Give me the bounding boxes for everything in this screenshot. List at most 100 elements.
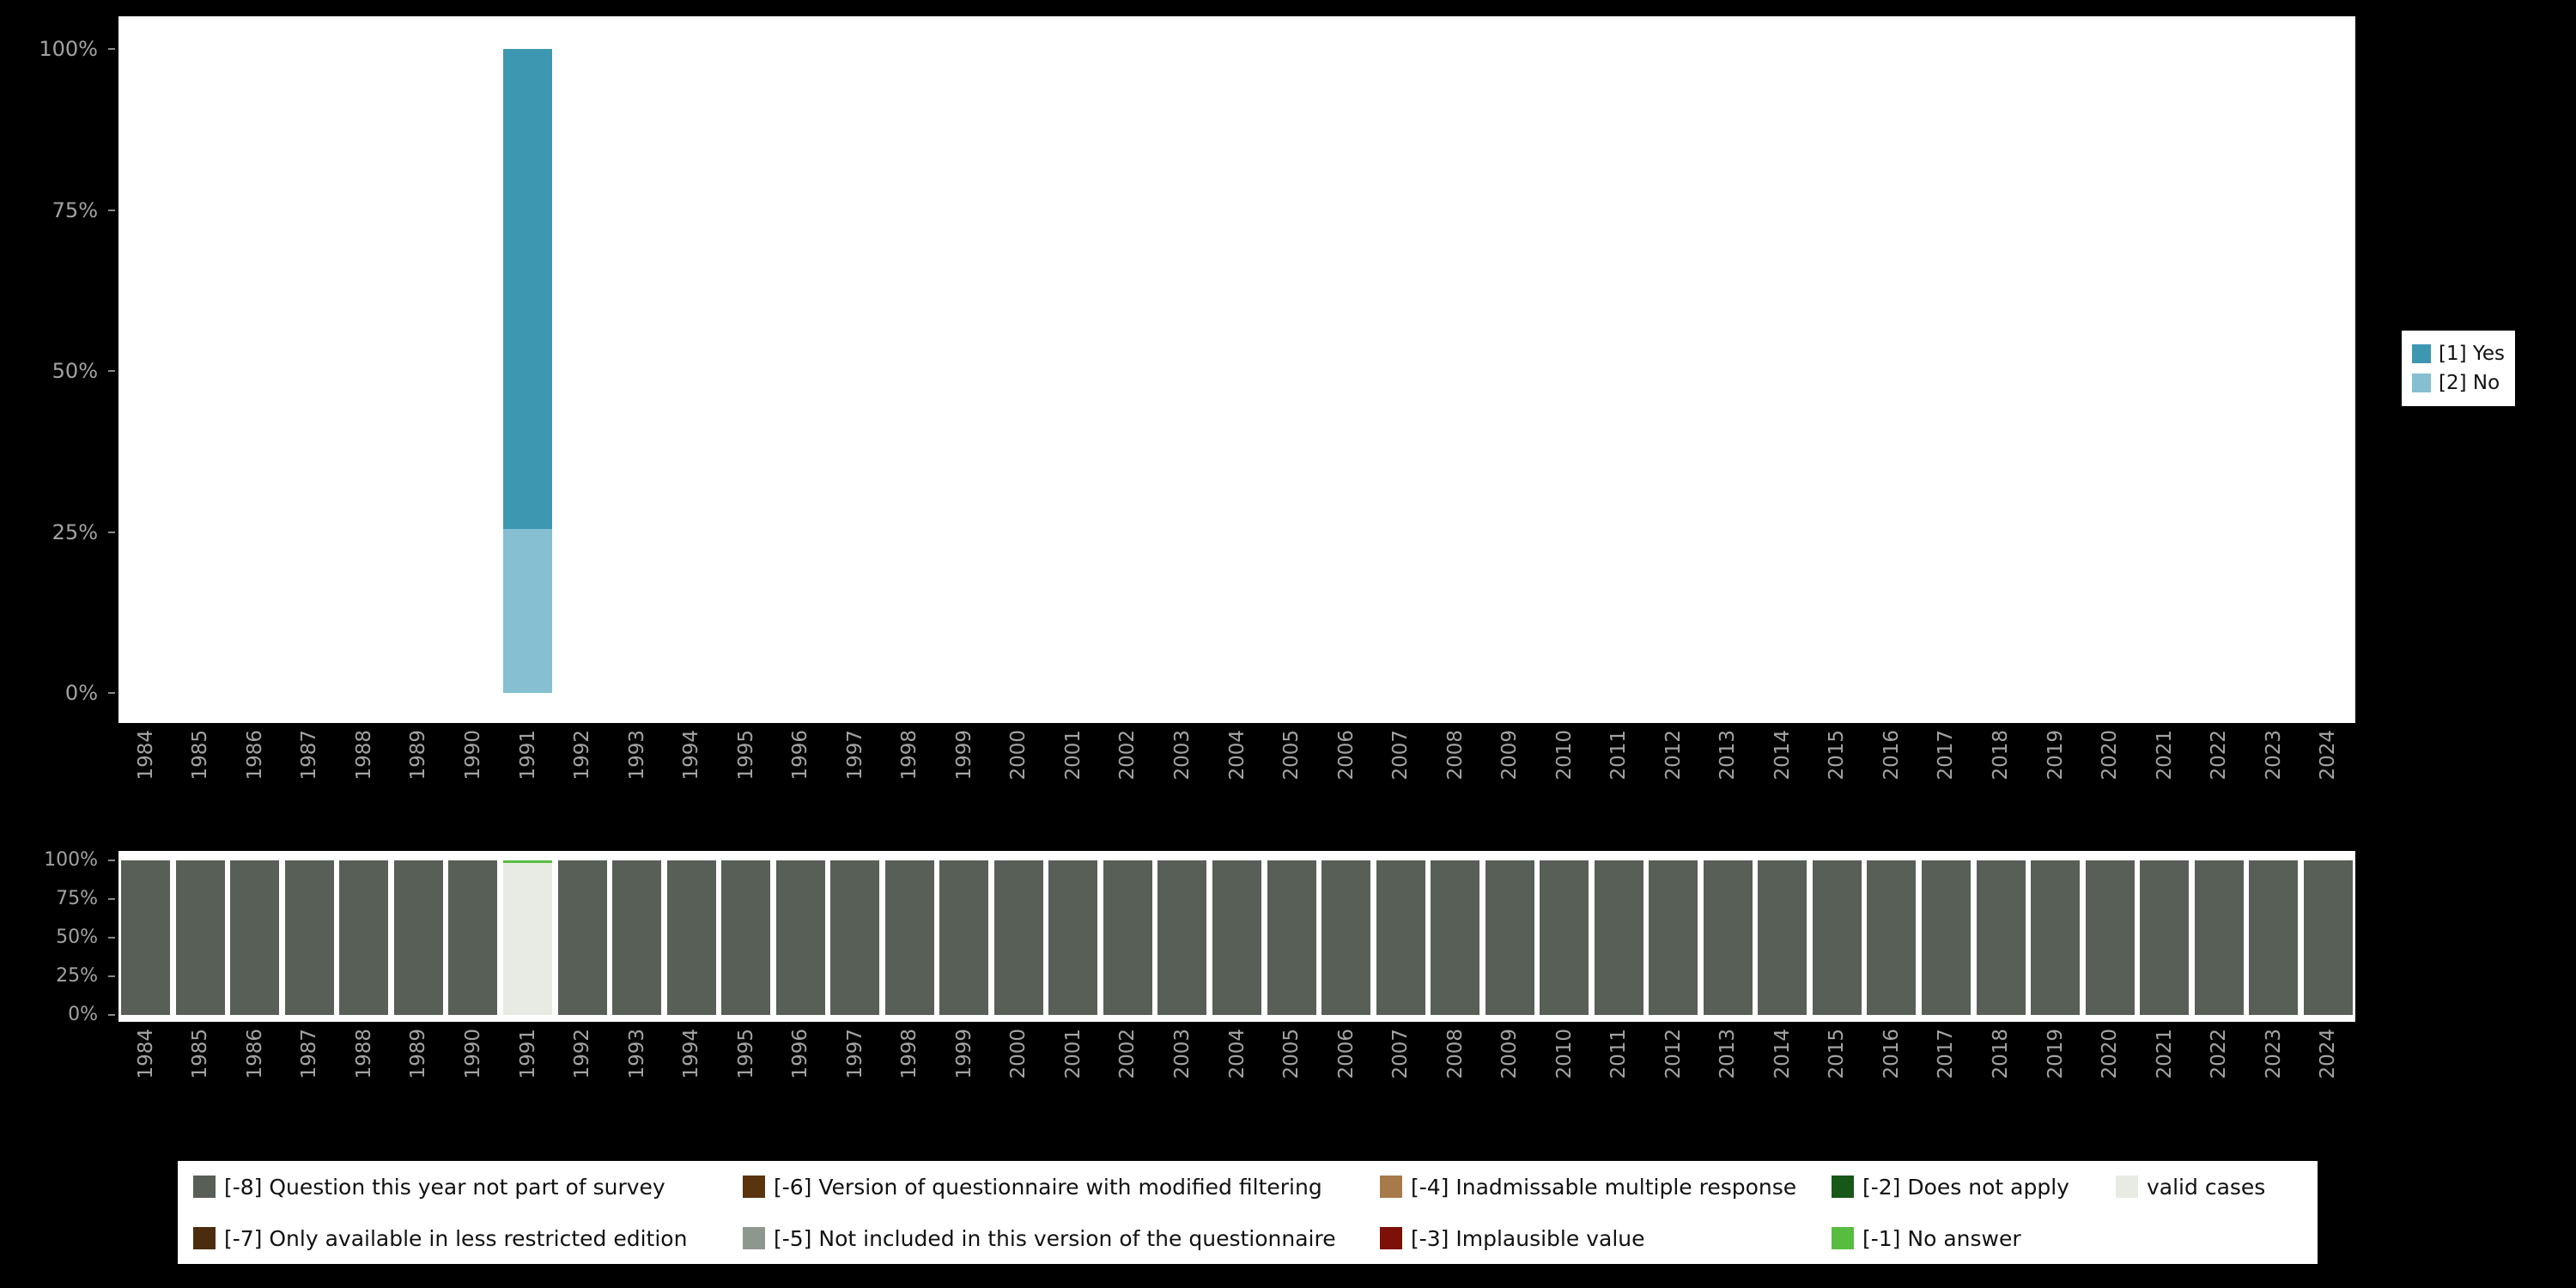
bar-segment	[2303, 860, 2353, 1015]
bar-segment	[2249, 860, 2299, 1015]
plot-area-values	[118, 16, 2355, 723]
y-tick-label: 100%	[44, 849, 98, 871]
x-tick-label: 2022	[2208, 1029, 2231, 1079]
legend-swatch	[2412, 374, 2431, 392]
legend-swatch	[193, 1227, 216, 1249]
x-tick-label: 2021	[2153, 730, 2176, 781]
x-tick-label: 1988	[352, 730, 375, 781]
x-tick-label: 2016	[1880, 1029, 1903, 1079]
y-tick-label: 100%	[39, 37, 98, 61]
bar-segment	[1812, 860, 1862, 1015]
bar-segment	[1212, 860, 1261, 1015]
bar-segment	[339, 860, 389, 1015]
x-tick-label: 2014	[1771, 730, 1794, 781]
values-legend: [1] Yes [2] No	[2402, 331, 2516, 406]
bar-segment	[1703, 860, 1753, 1015]
x-tick-label: 2018	[1990, 1029, 2012, 1079]
x-tick-label: 2011	[1607, 1029, 1631, 1079]
x-tick-label: 2013	[1716, 1029, 1740, 1079]
legend-item-label: [1] Yes	[2439, 343, 2506, 365]
x-tick-label: 2001	[1061, 730, 1084, 781]
x-tick-label: 2002	[1116, 730, 1139, 781]
bar-segment	[230, 860, 280, 1015]
x-tick-label: 2003	[1170, 1029, 1194, 1079]
legend-item-label: [-3] Implausible value	[1411, 1225, 1645, 1251]
legend-item-label: [-8] Question this year not part of surv…	[224, 1174, 665, 1200]
x-tick-label: 1993	[625, 730, 648, 781]
y-tick-mark	[108, 370, 115, 372]
y-tick-label: 25%	[52, 519, 98, 544]
y-tick-label: 50%	[52, 359, 98, 383]
bar-segment	[393, 860, 443, 1015]
bar-segment	[557, 860, 607, 1015]
bar-segment	[666, 860, 716, 1015]
x-tick-label: 2000	[1007, 1029, 1030, 1079]
legend-swatch	[1832, 1176, 1854, 1198]
y-tick-label: 0%	[68, 1004, 98, 1025]
legend-item-label: [-1] No answer	[1862, 1225, 2021, 1251]
x-tick-label: 2007	[1389, 730, 1413, 781]
x-tick-label: 2004	[1225, 1029, 1249, 1079]
y-tick-label: 75%	[56, 888, 98, 909]
legend-item: [-5] Not included in this version of the…	[743, 1226, 1380, 1251]
y-tick-mark	[108, 692, 115, 694]
x-tick-label: 1994	[680, 730, 703, 781]
bar-segment	[1267, 860, 1316, 1015]
x-tick-label: 2009	[1498, 1029, 1522, 1079]
x-tick-label: 2004	[1225, 730, 1249, 781]
x-tick-label: 1999	[952, 1029, 975, 1079]
x-tick-label: 2005	[1280, 730, 1303, 781]
x-tick-label: 2008	[1443, 730, 1467, 781]
x-tick-label: 2007	[1389, 1029, 1413, 1079]
legend-item: valid cases	[2116, 1175, 2318, 1200]
bar-segment	[1867, 860, 1917, 1015]
x-tick-label: 1992	[571, 730, 594, 781]
x-tick-label: 2023	[2262, 730, 2285, 781]
y-tick-mark	[108, 898, 115, 900]
x-tick-label: 2021	[2153, 1029, 2176, 1079]
x-tick-label: 2017	[1935, 1029, 1958, 1079]
y-tick-mark	[108, 209, 115, 211]
y-tick-mark	[108, 975, 115, 977]
legend-item: [2] No	[2412, 372, 2505, 394]
x-tick-label: 1988	[352, 1029, 375, 1079]
bar-segment	[1321, 860, 1371, 1015]
x-tick-label: 2016	[1880, 730, 1903, 781]
x-tick-label: 2011	[1607, 730, 1631, 781]
bar-segment	[1485, 860, 1534, 1015]
x-tick-label: 2005	[1280, 1029, 1303, 1079]
x-tick-label: 1989	[407, 730, 430, 781]
x-tick-label: 1985	[189, 730, 212, 781]
x-tick-label: 1997	[843, 1029, 866, 1079]
x-tick-label: 1996	[789, 1029, 812, 1079]
x-tick-label: 1993	[625, 1029, 648, 1079]
x-tick-label: 1987	[298, 1029, 321, 1079]
y-tick-mark	[108, 531, 115, 533]
bar-segment	[2140, 860, 2190, 1015]
bar-segment	[1540, 860, 1589, 1015]
x-tick-label: 2002	[1116, 1029, 1139, 1079]
x-tick-label: 2006	[1334, 730, 1358, 781]
x-tick-label: 1995	[734, 1029, 757, 1079]
x-tick-label: 2012	[1662, 730, 1685, 781]
legend-item: [-2] Does not apply	[1832, 1175, 2116, 1200]
x-tick-label: 1986	[243, 730, 266, 781]
bar-segment	[448, 860, 498, 1015]
x-tick-label: 1998	[898, 1029, 921, 1079]
x-tick-label: 2001	[1061, 1029, 1084, 1079]
legend-item-label: [2] No	[2439, 372, 2500, 394]
bar-segment	[1103, 860, 1152, 1015]
x-tick-label: 2012	[1662, 1029, 1685, 1079]
legend-swatch	[1380, 1227, 1402, 1249]
y-tick-label: 25%	[56, 965, 98, 987]
bar-segment	[1157, 860, 1207, 1015]
x-tick-label: 2006	[1334, 1029, 1358, 1079]
legend-item: [-8] Question this year not part of surv…	[193, 1175, 743, 1200]
bar-segment	[1758, 860, 1807, 1015]
bar-segment	[1431, 860, 1480, 1015]
legend-item-label: [-7] Only available in less restricted e…	[224, 1225, 688, 1251]
bar-segment	[2194, 860, 2244, 1015]
x-tick-label: 1998	[898, 730, 921, 781]
legend-item-label: valid cases	[2147, 1174, 2266, 1200]
